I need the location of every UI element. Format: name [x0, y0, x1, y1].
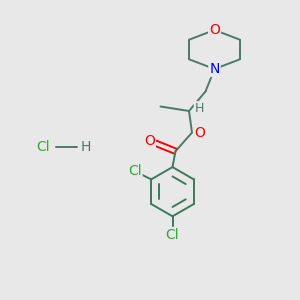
Text: N: N — [209, 62, 220, 76]
Text: H: H — [80, 140, 91, 154]
Text: Cl: Cl — [128, 164, 142, 178]
Text: Cl: Cl — [37, 140, 50, 154]
Text: O: O — [194, 126, 205, 140]
Text: Cl: Cl — [166, 228, 179, 242]
Text: O: O — [209, 23, 220, 37]
Text: O: O — [144, 134, 155, 148]
Text: H: H — [195, 102, 204, 115]
